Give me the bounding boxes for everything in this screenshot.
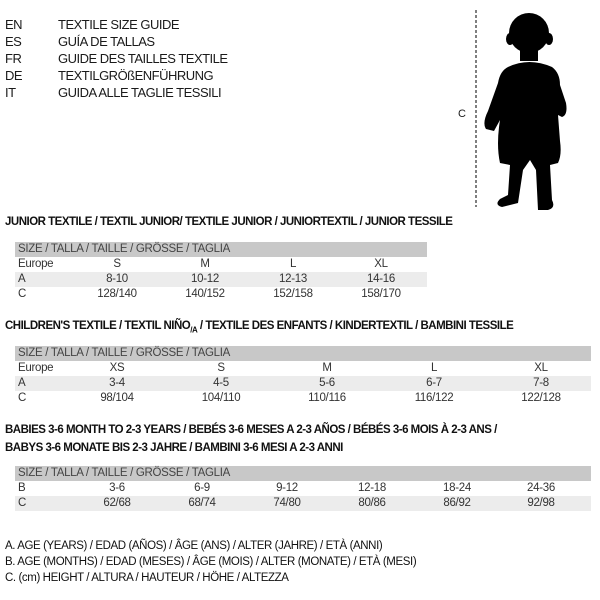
language-title: TEXTILE SIZE GUIDE — [58, 17, 180, 32]
table-cell: 140/152 — [185, 288, 225, 300]
table-cell: 116/122 — [414, 392, 454, 404]
table-row: Europe S M L XL — [15, 257, 427, 272]
table-cell: S — [217, 362, 225, 374]
table-cell: M — [322, 362, 332, 374]
language-code: EN — [5, 17, 23, 32]
children-title-sub: /A — [190, 325, 198, 335]
row-label: A — [18, 377, 26, 389]
table-cell: 3-4 — [109, 377, 125, 389]
table-row: C 98/104 104/110 110/116 116/122 122/128 — [15, 391, 591, 406]
table-cell: S — [113, 258, 121, 270]
language-row-en: EN TEXTILE SIZE GUIDE — [5, 16, 425, 33]
table-cell: 62/68 — [103, 497, 131, 509]
table-cell: 104/110 — [201, 392, 241, 404]
children-section-title: CHILDREN'S TEXTILE / TEXTIL NIÑO/A / TEX… — [5, 319, 514, 335]
language-row-fr: FR GUIDE DES TAILLES TEXTILE — [5, 50, 425, 67]
row-label: C — [18, 288, 27, 300]
height-label: C — [458, 108, 466, 120]
children-title-rest: / TEXTILE DES ENFANTS / KINDERTEXTIL / B… — [197, 320, 514, 332]
row-label: C — [18, 392, 27, 404]
table-cell: 10-12 — [191, 273, 219, 285]
table-cell: 152/158 — [273, 288, 313, 300]
row-label: C — [18, 497, 27, 509]
table-cell: 12-18 — [358, 482, 386, 494]
legend-a: A. AGE (YEARS) / EDAD (AÑOS) / ÂGE (ANS)… — [5, 540, 383, 552]
table-row: A 3-4 4-5 5-6 6-7 7-8 — [15, 376, 591, 391]
junior-section-title: JUNIOR TEXTILE / TEXTIL JUNIOR/ TEXTILE … — [5, 216, 453, 228]
table-cell: 68/74 — [188, 497, 216, 509]
child-silhouette-icon — [475, 10, 567, 210]
babies-size-table: SIZE / TALLA / TAILLE / GRÖSSE / TAGLIA B… — [15, 466, 591, 511]
language-title: TEXTILGRÖßENFÜHRUNG — [58, 68, 214, 83]
table-cell: M — [200, 258, 210, 270]
table-cell: 9-12 — [276, 482, 298, 494]
row-label: Europe — [18, 258, 54, 270]
language-title: GUIDA ALLE TAGLIE TESSILI — [58, 85, 222, 100]
table-cell: XS — [109, 362, 125, 374]
table-cell: 18-24 — [443, 482, 471, 494]
table-row: C 128/140 140/152 152/158 158/170 — [15, 287, 427, 302]
table-row: Europe XS S M L XL — [15, 361, 591, 376]
row-label: Europe — [18, 362, 54, 374]
babies-section-title-line1: BABIES 3-6 MONTH TO 2-3 YEARS / BEBÉS 3-… — [5, 424, 497, 436]
language-title: GUIDE DES TAILLES TEXTILE — [58, 51, 228, 66]
table-cell: 122/128 — [521, 392, 561, 404]
size-header-label: SIZE / TALLA / TAILLE / GRÖSSE / TAGLIA — [18, 347, 231, 359]
table-cell: L — [289, 258, 297, 270]
table-cell: 86/92 — [443, 497, 471, 509]
language-row-de: DE TEXTILGRÖßENFÜHRUNG — [5, 67, 425, 84]
table-cell: 6-9 — [194, 482, 210, 494]
table-cell: 74/80 — [273, 497, 301, 509]
legend-b: B. AGE (MONTHS) / EDAD (MESES) / ÂGE (MO… — [5, 556, 417, 568]
table-cell: 12-13 — [279, 273, 307, 285]
table-cell: 128/140 — [97, 288, 137, 300]
children-title-text: CHILDREN'S TEXTILE / TEXTIL NIÑO — [5, 320, 191, 332]
table-cell: 7-8 — [533, 377, 549, 389]
babies-section-title-line2: BABYS 3-6 MONATE BIS 2-3 JAHRE / BAMBINI… — [5, 442, 343, 454]
table-row: A 8-10 10-12 12-13 14-16 — [15, 272, 427, 287]
language-list: EN TEXTILE SIZE GUIDE ES GUÍA DE TALLAS FR… — [0, 16, 440, 106]
language-code: ES — [5, 34, 22, 49]
legend-c: C. (cm) HEIGHT / ALTURA / HAUTEUR / HÖHE… — [5, 572, 289, 584]
language-row-it: IT GUIDA ALLE TAGLIE TESSILI — [5, 84, 425, 101]
size-header-row: SIZE / TALLA / TAILLE / GRÖSSE / TAGLIA — [15, 346, 591, 361]
junior-size-table: SIZE / TALLA / TAILLE / GRÖSSE / TAGLIA E… — [15, 242, 427, 302]
size-header-row: SIZE / TALLA / TAILLE / GRÖSSE / TAGLIA — [15, 242, 427, 257]
language-code: IT — [5, 85, 16, 100]
table-cell: XL — [534, 362, 548, 374]
table-cell: 5-6 — [319, 377, 335, 389]
children-size-table: SIZE / TALLA / TAILLE / GRÖSSE / TAGLIA E… — [15, 346, 591, 406]
table-row: B 3-6 6-9 9-12 12-18 18-24 24-36 — [15, 481, 591, 496]
language-code: DE — [5, 68, 23, 83]
row-label: A — [18, 273, 26, 285]
size-header-row: SIZE / TALLA / TAILLE / GRÖSSE / TAGLIA — [15, 466, 591, 481]
row-label: B — [18, 482, 26, 494]
table-cell: 110/116 — [308, 392, 346, 404]
size-header-label: SIZE / TALLA / TAILLE / GRÖSSE / TAGLIA — [18, 467, 231, 479]
table-cell: L — [430, 362, 438, 374]
table-cell: 92/98 — [527, 497, 555, 509]
size-header-label: SIZE / TALLA / TAILLE / GRÖSSE / TAGLIA — [18, 243, 231, 255]
table-cell: 6-7 — [426, 377, 442, 389]
table-cell: 24-36 — [527, 482, 555, 494]
language-code: FR — [5, 51, 22, 66]
table-cell: 3-6 — [109, 482, 125, 494]
table-row: C 62/68 68/74 74/80 80/86 86/92 92/98 — [15, 496, 591, 511]
language-title: GUÍA DE TALLAS — [58, 34, 155, 49]
language-row-es: ES GUÍA DE TALLAS — [5, 33, 425, 50]
table-cell: 98/104 — [100, 392, 134, 404]
table-cell: 4-5 — [213, 377, 229, 389]
table-cell: 14-16 — [367, 273, 395, 285]
table-cell: 158/170 — [361, 288, 401, 300]
table-cell: 8-10 — [106, 273, 128, 285]
table-cell: 80/86 — [358, 497, 386, 509]
table-cell: XL — [374, 258, 388, 270]
